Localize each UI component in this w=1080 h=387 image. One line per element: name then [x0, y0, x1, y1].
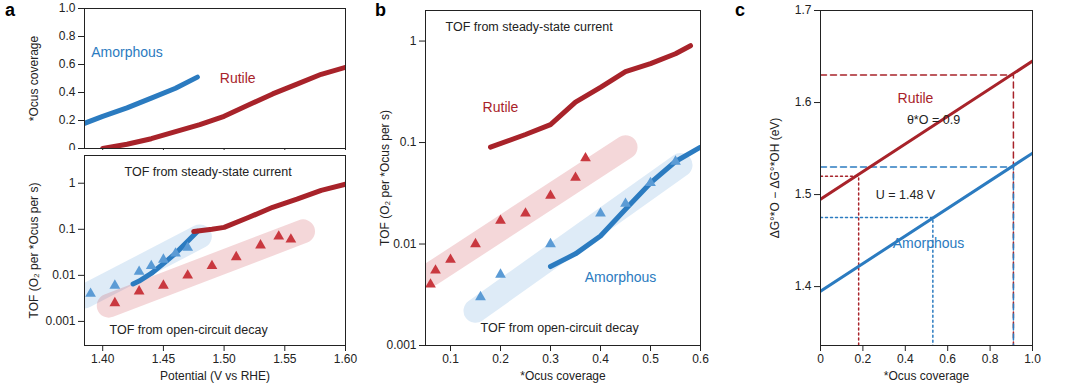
svg-text:1.5: 1.5: [795, 187, 812, 201]
svg-text:1.0: 1.0: [59, 1, 76, 15]
svg-text:*Ocus coverage: *Ocus coverage: [27, 35, 41, 121]
svg-text:1.7: 1.7: [795, 3, 812, 17]
svg-text:TOF from steady-state current: TOF from steady-state current: [125, 165, 293, 179]
svg-text:Rutile: Rutile: [483, 99, 519, 115]
svg-text:0.001: 0.001: [386, 338, 416, 352]
svg-text:U = 1.48 V: U = 1.48 V: [876, 188, 936, 202]
svg-text:0.6: 0.6: [59, 57, 76, 71]
svg-text:0.3: 0.3: [542, 352, 559, 366]
svg-text:1.60: 1.60: [334, 352, 358, 366]
svg-text:0.001: 0.001: [45, 314, 75, 328]
svg-text:*Ocus coverage: *Ocus coverage: [520, 369, 606, 383]
html-text:c: c: [735, 0, 745, 20]
svg-text:0.01: 0.01: [393, 237, 417, 251]
svg-text:0.4: 0.4: [897, 352, 914, 366]
svg-text:1.55: 1.55: [273, 352, 297, 366]
svg-text:θ*O = 0.9: θ*O = 0.9: [907, 113, 960, 127]
svg-text:Amorphous: Amorphous: [585, 269, 657, 285]
html-text:b: b: [375, 0, 386, 20]
svg-text:0.4: 0.4: [592, 352, 609, 366]
svg-text:1.0: 1.0: [1024, 352, 1041, 366]
svg-text:ΔG°*O − ΔG°*OH (eV): ΔG°*O − ΔG°*OH (eV): [768, 118, 782, 239]
svg-text:0.1: 0.1: [59, 222, 76, 236]
svg-text:0.5: 0.5: [642, 352, 659, 366]
svg-text:TOF (O₂ per *Ocus per s): TOF (O₂ per *Ocus per s): [378, 110, 392, 246]
svg-text:*Ocus coverage: *Ocus coverage: [884, 369, 970, 383]
svg-text:0.8: 0.8: [59, 29, 76, 43]
svg-text:Potential (V vs RHE): Potential (V vs RHE): [160, 369, 270, 383]
svg-text:0.2: 0.2: [59, 113, 76, 127]
svg-text:TOF from open-circuit decay: TOF from open-circuit decay: [110, 323, 269, 337]
svg-text:0.6: 0.6: [939, 352, 956, 366]
svg-text:Amorphous: Amorphous: [91, 44, 163, 60]
svg-text:1: 1: [69, 176, 76, 190]
svg-text:1.45: 1.45: [152, 352, 176, 366]
svg-text:1.50: 1.50: [212, 352, 236, 366]
svg-text:0: 0: [817, 352, 824, 366]
svg-text:TOF from steady-state current: TOF from steady-state current: [446, 20, 614, 34]
svg-text:0.1: 0.1: [400, 135, 417, 149]
svg-text:0.1: 0.1: [442, 352, 459, 366]
svg-text:TOF (O₂ per *Ocus per s): TOF (O₂ per *Ocus per s): [27, 183, 41, 319]
svg-text:0.2: 0.2: [492, 352, 509, 366]
svg-text:Amorphous: Amorphous: [893, 235, 965, 251]
svg-text:0: 0: [69, 141, 76, 150]
svg-text:0.8: 0.8: [982, 352, 999, 366]
svg-text:1.40: 1.40: [91, 352, 115, 366]
html-text:a: a: [5, 0, 15, 20]
svg-text:TOF from open-circuit decay: TOF from open-circuit decay: [481, 321, 640, 335]
svg-text:1: 1: [410, 34, 417, 48]
svg-text:0.01: 0.01: [52, 268, 76, 282]
svg-text:Rutile: Rutile: [220, 70, 256, 86]
svg-text:1.4: 1.4: [795, 279, 812, 293]
svg-text:0.4: 0.4: [59, 85, 76, 99]
svg-text:1.6: 1.6: [795, 95, 812, 109]
svg-text:0.6: 0.6: [692, 352, 709, 366]
svg-text:0.2: 0.2: [855, 352, 872, 366]
svg-text:Rutile: Rutile: [898, 90, 934, 106]
